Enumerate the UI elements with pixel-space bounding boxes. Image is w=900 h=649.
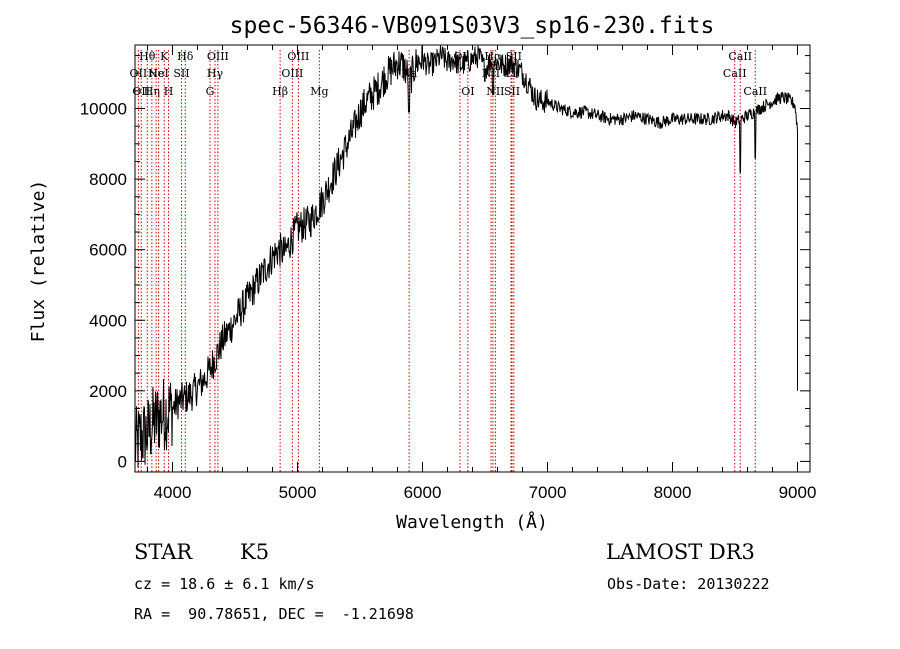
coordinates-text: RA = 90.78651, DEC = -1.21698 <box>134 605 414 623</box>
x-axis-label: Wavelength (Å) <box>396 511 548 533</box>
spectral-line-label: Mg <box>310 85 328 98</box>
spectral-line-label: Ne <box>148 67 164 80</box>
x-tick-label: 7000 <box>529 483 567 502</box>
spectral-line-label: CaII <box>728 50 752 63</box>
spectral-line-label: NII <box>486 85 504 98</box>
spectral-line-label: Hθ <box>139 50 156 63</box>
spectral-line-label: Li <box>506 67 517 80</box>
spectral-line-label: OII <box>132 85 150 98</box>
y-tick-label: 10000 <box>80 100 127 119</box>
y-axis-label: Flux (relative) <box>28 180 49 343</box>
spectral-line-label: G <box>206 85 215 98</box>
spectral-line-label: SII <box>504 85 520 98</box>
spectral-line-label: Hδ <box>177 50 194 63</box>
spectral-line-label: OIII <box>207 50 229 63</box>
spectral-line-label: CaII <box>723 67 747 80</box>
spectral-line-label: CaII <box>743 85 767 98</box>
spectral-line-label: SII <box>173 67 189 80</box>
spectral-line-label: OIII <box>287 50 309 63</box>
spectral-line-label: Hβ <box>272 85 288 98</box>
x-tick-label: 6000 <box>404 483 442 502</box>
spectral-line-label: Hγ <box>207 67 224 80</box>
y-tick-label: 4000 <box>89 311 127 330</box>
y-tick-label: 6000 <box>89 241 127 260</box>
spectral-line-label: K <box>160 50 169 63</box>
spectral-line-label: H <box>164 85 174 98</box>
x-tick-label: 9000 <box>779 483 817 502</box>
obs-date-text: Obs-Date: 20130222 <box>607 575 770 593</box>
survey-name: LAMOST DR3 <box>606 540 755 564</box>
axis-ticks: 4000 5000 6000 7000 8000 9000 0 2000 4000 6000 800… <box>80 45 817 502</box>
x-tick-label: 4000 <box>154 483 192 502</box>
spectral-line-label: Hη <box>144 85 160 98</box>
spectral-line-markers <box>137 50 756 472</box>
spectral-line-label: Hα <box>484 50 502 63</box>
object-subclass: K5 <box>240 540 270 564</box>
spectrum-series-line <box>134 45 798 468</box>
spectral-line-label: SII <box>506 50 522 63</box>
spectral-line-label: OI <box>461 85 474 98</box>
y-tick-label: 2000 <box>89 382 127 401</box>
chart-title: spec-56346-VB091S03V3_sp16-230.fits <box>230 13 715 39</box>
plot-frame <box>134 44 811 473</box>
x-tick-label: 5000 <box>279 483 317 502</box>
y-tick-label: 0 <box>118 452 127 471</box>
x-tick-label: 8000 <box>654 483 692 502</box>
spectral-line-label: HeI <box>148 67 168 80</box>
object-class: STAR <box>134 540 193 564</box>
redshift-text: cz = 18.6 ± 6.1 km/s <box>134 575 315 593</box>
y-tick-label: 8000 <box>89 170 127 189</box>
spectral-line-label: OIII <box>281 67 303 80</box>
